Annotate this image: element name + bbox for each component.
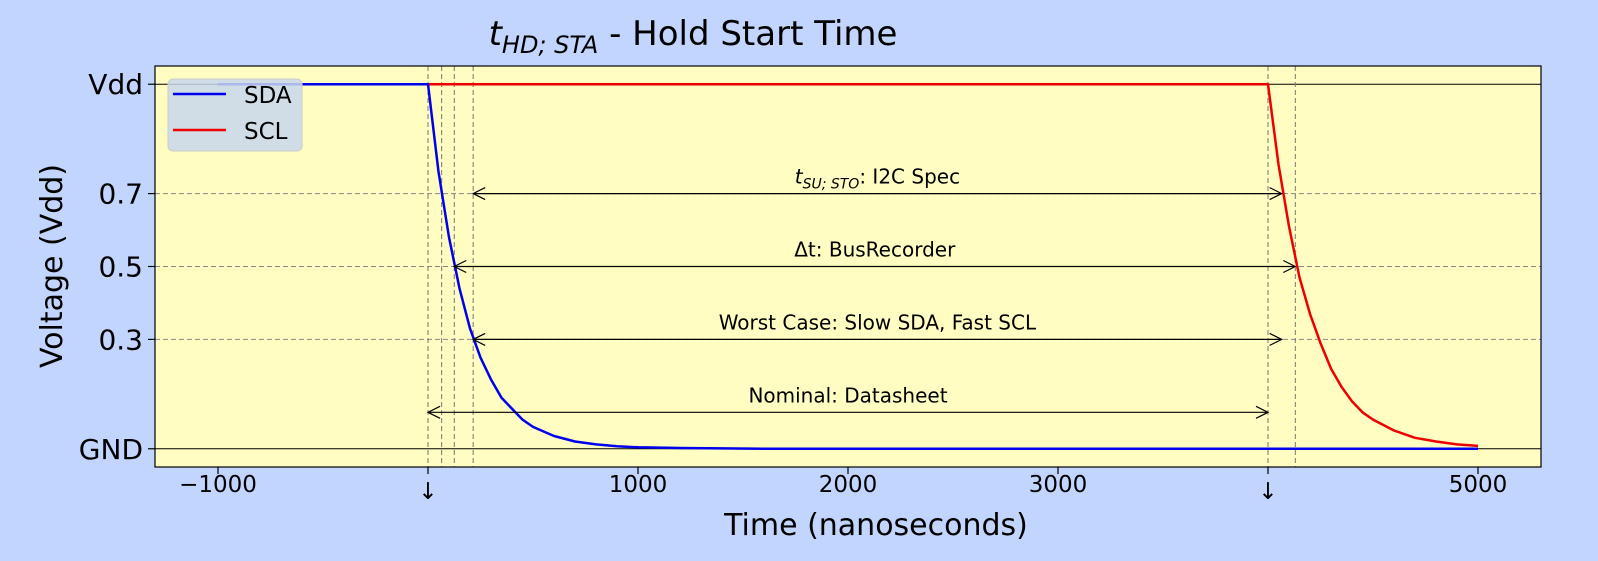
annotation-arrow-head-left xyxy=(471,332,486,346)
x-tick-label: ↓ xyxy=(1258,479,1277,505)
chart-title: tHD; STA - Hold Start Time xyxy=(489,14,898,59)
x-tick-label: 5000 xyxy=(1449,472,1508,498)
legend-label-sda: SDA xyxy=(244,83,292,109)
annotation-arrow-head-right xyxy=(1255,405,1270,419)
annotation-subscript: SU; STO xyxy=(803,177,860,193)
series-line-scl xyxy=(218,82,1479,448)
x-tick-label: 1000 xyxy=(609,472,668,498)
y-tick-label: 0.7 xyxy=(98,178,143,211)
x-tick-label: 3000 xyxy=(1029,472,1088,498)
annotation-symbol: t xyxy=(795,165,804,189)
legend-label-scl: SCL xyxy=(244,119,288,145)
series-layer xyxy=(218,82,1479,451)
annotation-arrow-head-right xyxy=(1269,187,1283,201)
annotation-layer: tSU; STO: I2C Spec Δt: BusRecorder Worst C… xyxy=(426,165,1297,419)
y-axis-label: Voltage (Vdd) xyxy=(35,164,70,368)
y-tick-label: Vdd xyxy=(88,68,143,101)
annotation-arrow-head-left xyxy=(471,187,486,201)
y-tick-label: GND xyxy=(79,433,143,466)
x-tick-label: −1000 xyxy=(179,472,257,498)
y-tick-label: 0.3 xyxy=(98,323,143,356)
y-tick-label: 0.5 xyxy=(98,251,143,284)
title-symbol: t xyxy=(489,14,504,54)
annotation-arrow-head-left xyxy=(452,259,467,274)
annotation-arrow-head-right xyxy=(1283,259,1297,274)
annotation-label: Δt: BusRecorder xyxy=(794,238,956,262)
series-line-sda xyxy=(218,82,1478,451)
x-tick-label: 2000 xyxy=(819,472,878,498)
title-subscript: HD; STA xyxy=(502,31,598,59)
x-tick-label: ↓ xyxy=(418,479,437,505)
annotation-arrow-head-right xyxy=(1269,332,1283,346)
title-rest: - Hold Start Time xyxy=(598,14,897,54)
annotation-label: Worst Case: Slow SDA, Fast SCL xyxy=(719,310,1037,334)
annotation-text: : I2C Spec xyxy=(859,165,960,189)
legend-box xyxy=(167,78,303,152)
tick-layer: Vdd 0.7 0.5 0.3 GND −1000 ↓ 1000 2000 3000 ↓ 5000 xyxy=(79,68,1507,505)
annotation-arrow-head-left xyxy=(426,405,441,419)
legend: SDA SCL xyxy=(167,78,303,152)
x-axis-label: Time (nanoseconds) xyxy=(723,508,1028,543)
annotation-label: Nominal: Datasheet xyxy=(748,383,947,407)
annotation-label: tSU; STO: I2C Spec xyxy=(795,165,960,193)
